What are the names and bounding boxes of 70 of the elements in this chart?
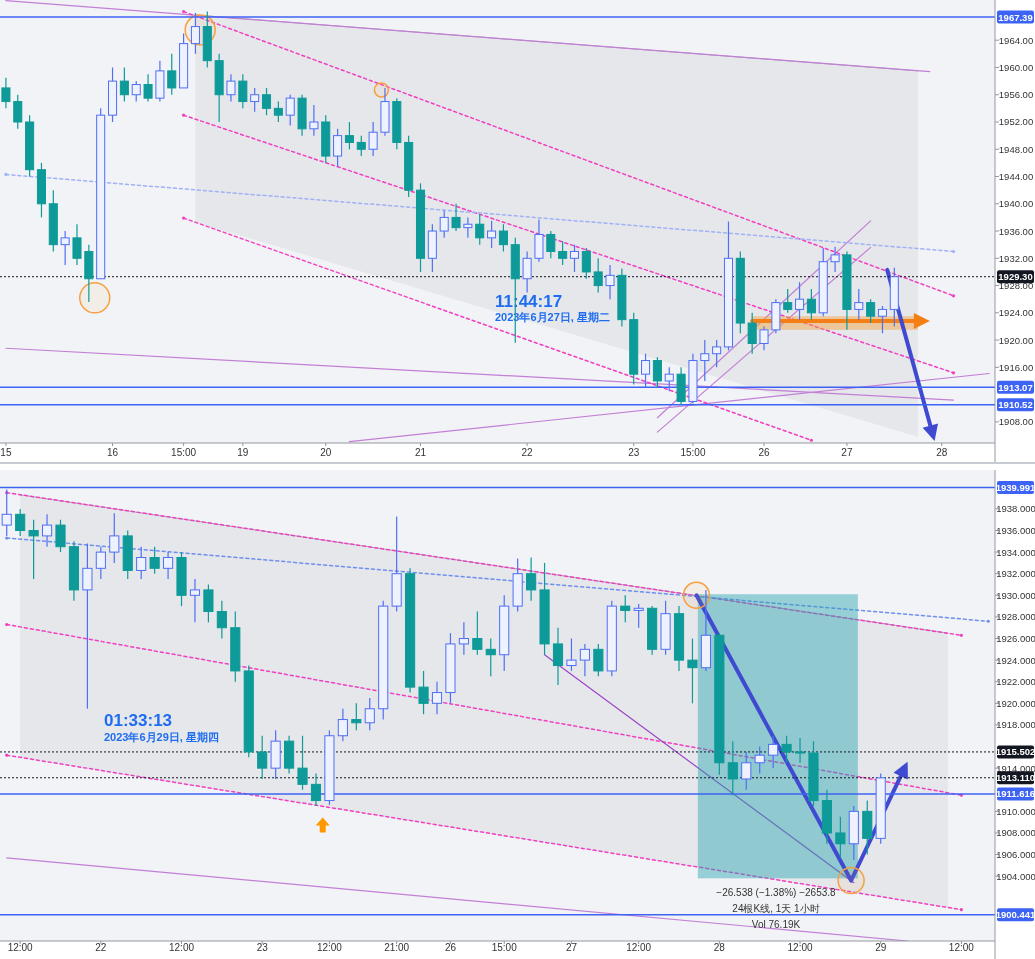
x-tick-label: 20 (320, 447, 332, 458)
x-tick-label: 29 (875, 942, 887, 953)
y-tick-label: 1934.000 (996, 546, 1035, 558)
y-tick-label: 1920.00 (998, 334, 1034, 346)
ref-line-label: 1911.616 (995, 788, 1035, 800)
x-tick-label: 26 (758, 447, 771, 458)
annotation: 01:33:13 (104, 711, 173, 730)
x-tick-label: 26 (444, 942, 457, 953)
y-tick-label: 1938.000 (996, 503, 1035, 515)
y-tick-label: 1952.00 (998, 116, 1034, 128)
ref-line-label: 1910.52 (998, 399, 1033, 411)
ref-line-label: 1929.30 (998, 271, 1033, 283)
x-tick-label: 15:00 (680, 447, 706, 458)
x-tick-label: 12:00 (169, 942, 195, 953)
y-tick-label: 1914.000 (996, 762, 1035, 774)
x-tick-label: 12:00 (948, 942, 975, 953)
x-tick-label: 22 (521, 447, 534, 458)
y-tick-label: 1924.000 (996, 654, 1035, 666)
y-tick-label: 1960.00 (998, 61, 1034, 73)
y-tick-label: 1918.000 (996, 719, 1035, 731)
y-tick-label: 1940.00 (998, 198, 1034, 210)
x-tick-label: 12:00 (787, 942, 813, 953)
y-tick-label: 1936.000 (996, 525, 1035, 536)
x-tick-label: 27 (565, 942, 578, 953)
x-tick-label: 21:00 (384, 942, 410, 953)
ref-line-label: 1913.110 (995, 772, 1035, 784)
y-tick-label: 1956.00 (998, 89, 1034, 101)
x-tick-label: 28 (936, 447, 948, 458)
x-tick-label: 12:00 (626, 942, 652, 953)
x-tick-label: 28 (713, 942, 726, 953)
y-tick-label: 1916.00 (998, 361, 1034, 373)
x-tick-label: 15 (0, 447, 12, 458)
ref-line-label: 1967.39 (998, 11, 1033, 23)
x-tick-label: 15:00 (491, 942, 518, 953)
y-tick-label: 1948.00 (998, 143, 1034, 155)
y-tick-label: 1932.00 (998, 252, 1034, 264)
annotation: 2023年6月29日, 星期四 (104, 731, 219, 743)
y-tick-label: 1910.000 (996, 805, 1035, 817)
y-tick-label: 1928.00 (998, 280, 1034, 292)
x-tick-label: 12:00 (316, 942, 343, 953)
y-tick-label: 1964.00 (998, 34, 1034, 46)
y-tick-label: 1932.000 (996, 568, 1035, 580)
y-tick-label: 1936.00 (998, 225, 1034, 237)
x-tick-label: 19 (237, 447, 249, 458)
y-tick-label: 1920.000 (996, 697, 1035, 709)
x-tick-label: 27 (841, 447, 853, 458)
y-tick-label: 1944.00 (998, 171, 1034, 183)
y-tick-label: 1924.00 (998, 307, 1034, 319)
y-tick-label: 1904.000 (996, 870, 1035, 882)
ref-line-label: 1913.07 (998, 381, 1033, 393)
y-tick-label: 1908.00 (998, 416, 1034, 428)
x-tick-label: 23 (628, 447, 640, 458)
annotation: Vol 76.19K (751, 919, 801, 930)
x-tick-label: 16 (106, 447, 119, 458)
annotation: −26.538 (−1.38%) −2653.8 (716, 887, 837, 898)
y-tick-label: 1926.000 (996, 633, 1035, 645)
annotation: 24根K线, 1天 1小时 (732, 903, 820, 914)
y-tick-label: 1930.000 (996, 589, 1035, 601)
x-tick-label: 15:00 (171, 447, 197, 458)
ref-line-label: 1915.502 (995, 746, 1035, 758)
ref-line-label: 1900.441 (995, 909, 1035, 921)
x-tick-label: 23 (256, 942, 269, 953)
y-tick-label: 1906.000 (996, 849, 1035, 861)
ref-line-label: 1939.991 (995, 481, 1035, 493)
x-tick-label: 22 (95, 942, 107, 953)
x-tick-label: 12:00 (7, 942, 34, 953)
y-tick-label: 1928.000 (996, 611, 1035, 623)
y-tick-label: 1922.000 (996, 676, 1035, 688)
y-tick-label: 1908.000 (996, 827, 1035, 839)
x-tick-label: 21 (414, 447, 427, 458)
